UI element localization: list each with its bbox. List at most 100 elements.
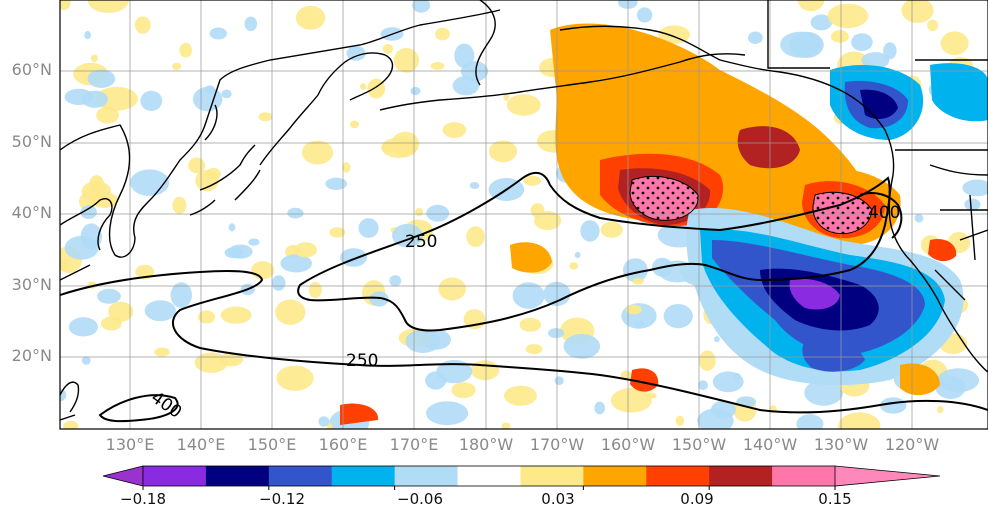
anomaly-speck [512,282,545,309]
colorbar-segment [646,466,710,486]
anomaly-speck [381,142,397,153]
anomaly-speck [435,27,450,41]
contour-250-upper [60,269,988,414]
colorbar-tick-label: −0.06 [397,490,443,508]
lon-label: 170°E [389,435,439,454]
contour-400-left [98,394,179,423]
positive-anomaly-region [737,126,800,169]
lon-label: 150°E [247,435,297,454]
anomaly-speck [563,333,601,359]
anomaly-speck [393,48,419,73]
anomaly-speck [554,376,564,385]
anomaly-speck [97,288,121,304]
anomaly-speck [914,213,924,223]
contour-label: 400 [868,203,900,223]
colorbar-segment [520,466,584,486]
anomaly-speck [580,220,600,242]
anomaly-speck [935,376,966,399]
anomaly-speck [927,19,939,31]
anomaly-speck [382,44,393,54]
anomaly-speck [342,162,351,173]
anomaly-speck [87,69,116,89]
anomaly-speck [658,25,691,44]
anomaly-speck [350,120,359,129]
anomaly-speck [810,14,833,31]
colorbar-tick-label: 0.15 [818,490,852,508]
colorbar-segment [331,466,396,486]
anomaly-speck [838,412,881,429]
anomaly-speck [219,352,244,367]
colorbar-segment [583,466,647,486]
significance-outline [629,176,699,221]
anomaly-speck [804,379,843,406]
anomaly-speck [452,76,480,96]
anomaly-speck [964,198,981,211]
anomaly-speck [154,347,170,357]
colorbar-tick-label: 0.03 [541,490,575,508]
lon-label: 160°E [318,435,368,454]
anomaly-speck [454,43,475,68]
anomaly-speck [415,207,423,217]
contour-250-lower [297,171,891,332]
anomaly-speck [197,310,216,324]
anomaly-speck [358,218,379,238]
anomaly-speck [100,316,122,331]
lon-label: 130°E [105,435,155,454]
anomaly-speck [610,388,652,413]
anomaly-speck [130,169,170,196]
anomaly-speck [369,291,389,307]
lon-label: 130°W [813,435,869,454]
anomaly-speck [325,177,348,190]
lon-label: 160°W [600,435,656,454]
anomaly-speck [714,336,720,343]
negative-anomaly-region [930,63,988,122]
anomaly-speck [632,277,644,285]
anomaly-speck [96,106,119,124]
aleutian-coastline [379,53,746,111]
anomaly-speck [80,205,97,220]
anomaly-speck [851,33,873,51]
anomaly-speck [501,422,511,429]
anomaly-speck [698,380,708,391]
colorbar-tick-label: −0.12 [259,490,305,508]
anomaly-speck [84,30,91,40]
anomaly-speck [172,196,187,214]
anomaly-speck [134,16,151,34]
significance-stipple [630,176,699,221]
colorbar-frame [142,465,836,487]
anomaly-speck [410,86,421,96]
anomaly-speck [503,93,510,101]
anomaly-speck [548,328,565,339]
anomaly-speck [504,385,537,406]
contour-label: 250 [346,351,378,371]
anomaly-speck [412,0,431,13]
lat-label-20n: 20°N [11,346,52,365]
anomaly-speck [940,31,969,55]
anomaly-speck [179,42,192,58]
canada-usa-border [767,0,988,176]
colorbar-segment [205,466,270,486]
lat-label-30n: 30°N [11,275,52,294]
anomaly-speck [294,242,318,258]
anomaly-speck [360,83,367,90]
anomaly-speck [220,306,252,324]
japan-coastline [189,104,261,216]
positive-anomaly-region [340,403,379,425]
colorbar-segment [772,466,836,486]
anomaly-speck [88,0,129,13]
anomaly-speck [144,300,176,322]
anomaly-speck [340,248,367,267]
lon-label: 120°W [884,435,940,454]
positive-anomaly-region [510,242,552,273]
negative-anomaly-region [802,338,865,372]
positive-anomaly-region [900,363,940,396]
asia-coastline [60,9,501,258]
lon-label: 150°W [671,435,727,454]
anomaly-speck [451,382,476,399]
colorbar-tick-label: −0.18 [120,490,166,508]
anomaly-speck [533,211,562,231]
positive-anomaly-region [928,238,957,262]
anomaly-speck [827,3,869,29]
